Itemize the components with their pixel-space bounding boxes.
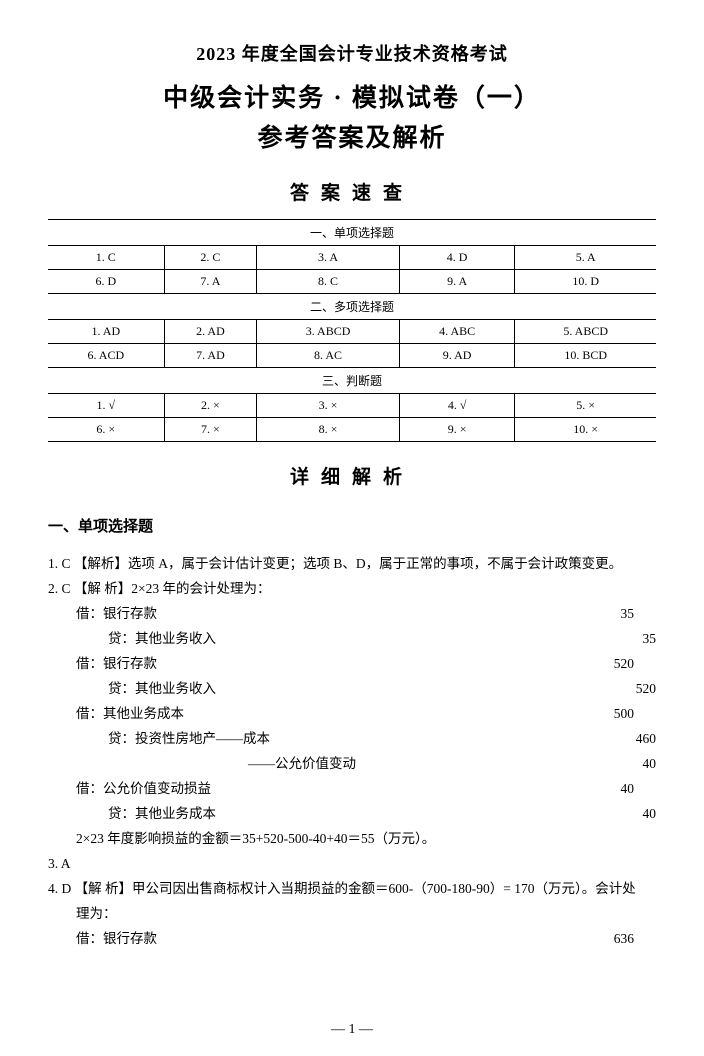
entry-row: 贷：其他业务成本40 [48,802,656,827]
answer-table: 一、单项选择题 1. C 2. C 3. A 4. D 5. A 6. D 7.… [48,219,656,442]
cell: 6. ACD [48,344,164,368]
cell: 3. × [257,394,400,418]
entry-row: 贷：其他业务收入520 [48,677,656,702]
sub-title: 参考答案及解析 [48,118,656,154]
entry-row: 贷：其他业务收入35 [48,627,656,652]
q4-head: 4. D 【解 析】甲公司因出售商标权计入当期损益的金额＝600-（700-18… [48,877,656,902]
q1-text: 1. C 【解析】选项 A，属于会计估计变更；选项 B、D，属于正常的事项，不属… [48,552,656,577]
cell: 7. × [164,418,257,442]
cell: 2. AD [164,320,257,344]
cell: 4. D [399,246,515,270]
cell: 10. × [515,418,656,442]
section-1-label: 一、单项选择题 [48,220,656,246]
cell: 1. AD [48,320,164,344]
cell: 5. ABCD [515,320,656,344]
cell: 8. AC [257,344,400,368]
q4-tail: 理为： [48,902,656,927]
cell: 3. ABCD [257,320,400,344]
cell: 7. AD [164,344,257,368]
cell: 6. D [48,270,164,294]
cell: 2. × [164,394,257,418]
cell: 9. A [399,270,515,294]
page-container: 2023 年度全国会计专业技术资格考试 中级会计实务 · 模拟试卷（一） 参考答… [0,0,704,1056]
cell: 5. × [515,394,656,418]
detail-section-title: 一、单项选择题 [48,515,656,536]
q2-tail: 2×23 年度影响损益的金额＝35+520-500-40+40＝55（万元）。 [48,827,656,852]
cell: 6. × [48,418,164,442]
exam-title: 2023 年度全国会计专业技术资格考试 [48,40,656,66]
entry-row: 借：公允价值变动损益40 [48,777,656,802]
entry-row: 借：银行存款520 [48,652,656,677]
cell: 3. A [257,246,400,270]
cell: 8. C [257,270,400,294]
section-3-label: 三、判断题 [48,368,656,394]
section-2-label: 二、多项选择题 [48,294,656,320]
cell: 1. C [48,246,164,270]
cell: 10. D [515,270,656,294]
main-title: 中级会计实务 · 模拟试卷（一） [48,78,656,114]
cell: 7. A [164,270,257,294]
cell: 9. AD [399,344,515,368]
cell: 9. × [399,418,515,442]
cell: 4. √ [399,394,515,418]
cell: 8. × [257,418,400,442]
cell: 2. C [164,246,257,270]
entry-row: 借：银行存款636 [48,927,656,952]
cell: 4. ABC [399,320,515,344]
q2-head: 2. C 【解 析】2×23 年的会计处理为： [48,577,656,602]
entry-row: 借：银行存款35 [48,602,656,627]
cell: 10. BCD [515,344,656,368]
entry-row: 贷：投资性房地产——成本460 [48,727,656,752]
entry-row: 借：其他业务成本500 [48,702,656,727]
detail-header: 详细解析 [48,462,656,489]
q3-text: 3. A [48,852,656,877]
quick-answer-header: 答案速查 [48,178,656,205]
cell: 5. A [515,246,656,270]
cell: 1. √ [48,394,164,418]
page-number: — 1 — [0,1022,704,1038]
entry-row: ——公允价值变动40 [48,752,656,777]
